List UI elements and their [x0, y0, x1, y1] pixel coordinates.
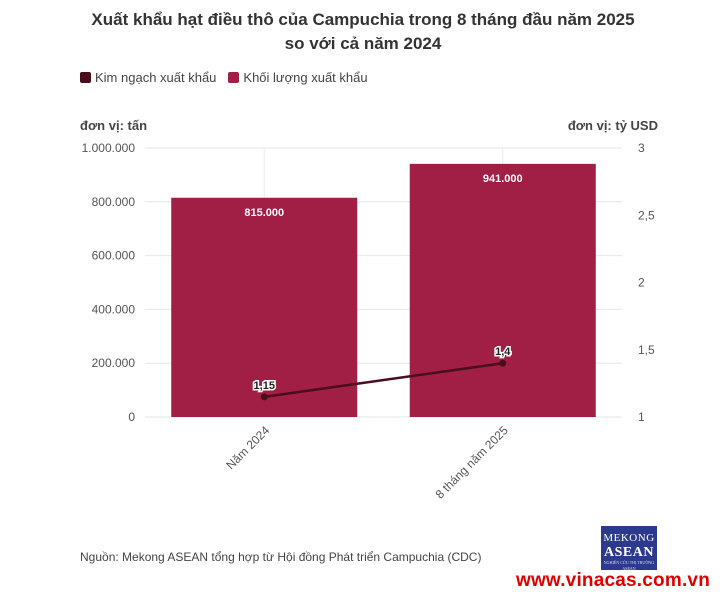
right-tick-label: 1,5 — [638, 343, 655, 357]
x-tick-label: 8 tháng năm 2025 — [433, 423, 512, 502]
left-tick-label: 0 — [128, 410, 135, 424]
left-tick-label: 1.000.000 — [82, 141, 136, 155]
legend: Kim ngạch xuất khẩu Khối lượng xuất khẩu — [80, 70, 380, 85]
legend-swatch-volume — [228, 72, 240, 83]
bar-volume — [171, 197, 358, 417]
line-point-revenue — [499, 359, 507, 367]
legend-label-volume: Khối lượng xuất khẩu — [243, 70, 368, 85]
line-revenue — [264, 361, 503, 399]
right-tick-label: 3 — [638, 141, 645, 155]
bar-volume — [409, 163, 596, 417]
logo-line3: NGHIÊN CỨU THỊ TRƯỜNG ASEAN — [603, 560, 655, 571]
left-tick-label: 800.000 — [92, 195, 136, 209]
left-tick-label: 200.000 — [92, 356, 136, 370]
legend-label-revenue: Kim ngạch xuất khẩu — [95, 70, 217, 85]
legend-item-volume[interactable]: Khối lượng xuất khẩu — [228, 70, 368, 85]
right-tick-label: 2,5 — [638, 208, 655, 222]
right-tick-label: 2 — [638, 276, 645, 290]
bar-data-label: 941.000 — [483, 173, 523, 185]
left-axis-unit: đơn vị: tấn — [80, 118, 148, 133]
line-point-revenue — [260, 393, 268, 401]
chart-title-line2: so với cả năm 2024 — [284, 34, 442, 53]
mekong-asean-logo: MEKONG ASEAN NGHIÊN CỨU THỊ TRƯỜNG ASEAN — [601, 526, 657, 571]
line-data-label: 1,4 — [495, 346, 511, 358]
bar-data-label: 815.000 — [244, 207, 284, 219]
left-tick-label: 600.000 — [92, 249, 136, 263]
right-tick-label: 1 — [638, 410, 645, 424]
right-axis-unit: đơn vị: tỷ USD — [567, 118, 658, 133]
chart-title: Xuất khẩu hạt điều thô của Campuchia tro… — [0, 8, 726, 56]
logo-line2: ASEAN — [604, 545, 654, 560]
source-note: Nguồn: Mekong ASEAN tổng hợp từ Hội đồng… — [80, 550, 482, 564]
left-tick-label: 400.000 — [92, 302, 136, 316]
legend-swatch-revenue — [80, 72, 91, 83]
website-watermark: www.vinacas.com.vn — [515, 570, 710, 591]
chart-title-line1: Xuất khẩu hạt điều thô của Campuchia tro… — [91, 10, 635, 29]
line-data-label: 1,15 — [254, 380, 275, 392]
logo-line1: MEKONG — [603, 532, 655, 544]
legend-item-revenue[interactable]: Kim ngạch xuất khẩu — [80, 70, 216, 85]
x-tick-label: Năm 2024 — [223, 423, 272, 472]
